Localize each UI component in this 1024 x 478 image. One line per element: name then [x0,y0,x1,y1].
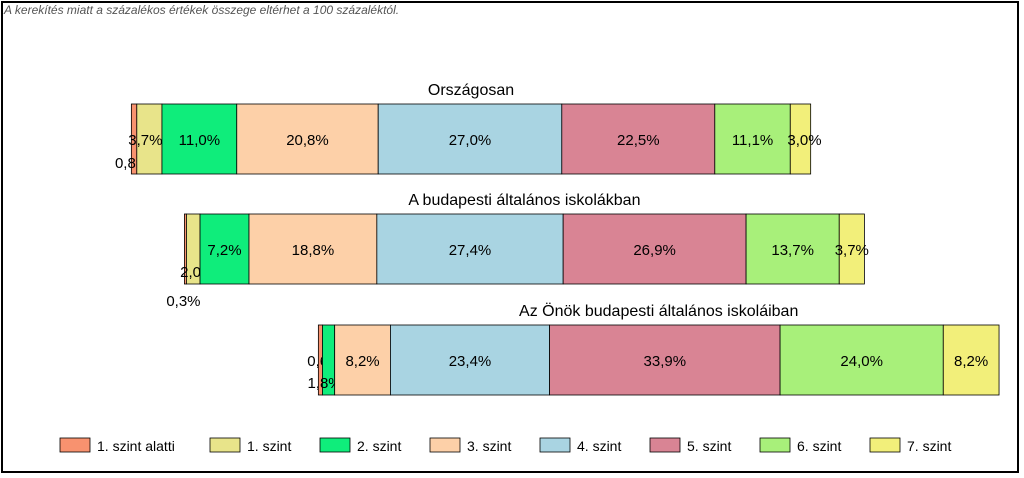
bar-segment [376,213,564,285]
bar-segment [161,103,238,175]
bar-segment [942,324,1000,396]
data-label: 7,2% [207,242,241,259]
legend-swatch [209,437,241,453]
bar-segment [838,213,865,285]
data-label: 11,0% [179,132,220,149]
data-label: 23,4% [449,353,492,370]
legend-swatch [539,437,571,453]
legend-label: 7. szint [907,438,951,454]
legend-swatch [759,437,791,453]
legend-label: 2. szint [357,438,401,454]
bar-segment [562,213,747,285]
data-label: 18,8% [292,242,335,259]
data-label: 22,5% [617,132,660,149]
legend-swatch [649,437,681,453]
legend-swatch [59,437,91,453]
data-label: 26,9% [633,242,676,259]
bar-segment [745,213,840,285]
bar-segment [334,324,391,396]
data-label: 11,1% [732,132,773,149]
bar-segment [199,213,250,285]
group-title: Az Önök budapesti általános iskoláiban [519,302,798,320]
data-label: 27,4% [449,242,492,259]
legend-label: 6. szint [797,438,841,454]
bar-segment [714,103,791,175]
data-label: 8,2% [954,353,988,370]
data-label: 3,7% [835,242,869,259]
bar-segment [248,213,378,285]
legend-label: 4. szint [577,438,621,454]
legend-label: 1. szint [247,438,291,454]
bar-segment [236,103,379,175]
bar-segment [789,103,812,175]
data-label: 20,8% [286,132,329,149]
group-title: A budapesti általános iskolákban [408,192,640,209]
legend-swatch [319,437,351,453]
bar-segment [561,103,716,175]
bar-segment [779,324,944,396]
data-label: 8,2% [345,353,379,370]
data-label: 0,3% [166,293,200,310]
rounding-note: A kerekítés miatt a százalékos értékek ö… [4,3,400,17]
data-label: 3,7% [128,132,162,149]
group-title: Országosan [428,82,514,99]
data-label: 24,0% [840,353,883,370]
data-label: 33,9% [644,353,687,370]
data-label: 27,0% [449,132,492,149]
legend-label: 1. szint alatti [97,438,175,454]
legend-label: 5. szint [687,438,731,454]
legend-swatch [429,437,461,453]
legend-swatch [869,437,901,453]
data-label: 3,0% [787,132,821,149]
bar-segment [549,324,781,396]
data-label: 1,8% [307,375,341,392]
bar-segment [136,103,163,175]
legend-label: 3. szint [467,438,511,454]
data-label: 13,7% [771,242,814,259]
